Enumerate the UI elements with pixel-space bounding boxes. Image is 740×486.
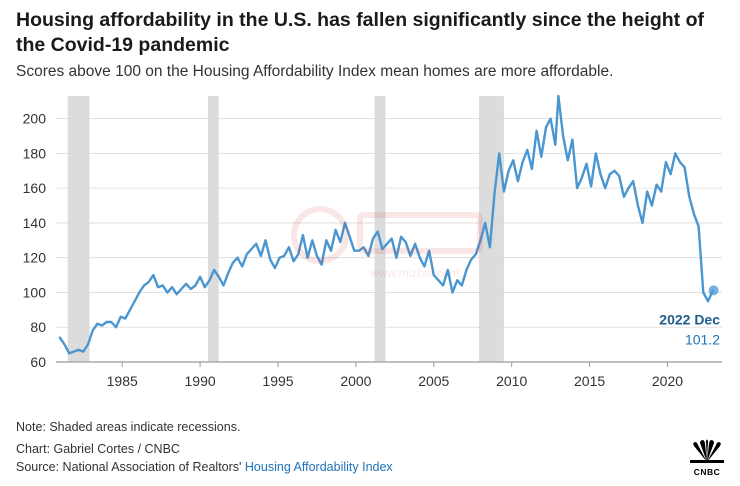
latest-data-point [708,285,719,296]
cnbc-logo: CNBC [686,438,728,477]
footer-credit: Chart: Gabriel Cortes / CNBC [16,442,180,456]
recession-bands [67,96,504,362]
annotation-value: 101.2 [685,331,720,347]
x-tick-label: 1995 [262,373,293,389]
y-tick-label: 160 [23,180,47,196]
logo-text: CNBC [693,467,721,477]
x-tick-label: 2015 [574,373,605,389]
x-tick-label: 2010 [496,373,527,389]
y-tick-label: 120 [23,250,47,266]
source-link[interactable]: Housing Affordability Index [244,460,393,474]
y-tick-label: 100 [23,284,47,300]
x-tick-label: 2020 [652,373,683,389]
y-tick-label: 80 [30,319,46,335]
x-tick-label: 1985 [107,373,138,389]
y-tick-label: 180 [23,145,47,161]
y-axis-ticks: 60 80 100 120 140 160 180 200 [23,111,47,370]
peacock-icon [690,439,724,463]
footer-source: Source: National Association of Realtors… [16,460,393,474]
x-axis-ticks: 1985 1990 1995 2000 2005 2010 2015 2020 [107,362,683,389]
chart-title: Housing affordability in the U.S. has fa… [16,9,704,56]
affordability-line-chart: 60 80 100 120 140 160 180 200 1985 1990 1995 2000 2… [23,94,722,389]
y-tick-label: 200 [23,111,47,127]
chart-subtitle: Scores above 100 on the Housing Affordab… [16,63,614,80]
y-tick-label: 60 [30,354,46,370]
recession-band [374,96,386,362]
series-line-affordability-index [58,94,714,355]
source-prefix: Source: National Association of Realtors… [16,460,245,474]
recession-band [67,96,90,362]
recession-band [207,96,219,362]
x-tick-label: 2000 [340,373,371,389]
y-tick-label: 140 [23,215,47,231]
footer-note: Note: Shaded areas indicate recessions. [16,420,241,434]
annotation-label: 2022 Dec [659,311,720,327]
x-tick-label: 1990 [185,373,216,389]
x-tick-label: 2005 [418,373,449,389]
